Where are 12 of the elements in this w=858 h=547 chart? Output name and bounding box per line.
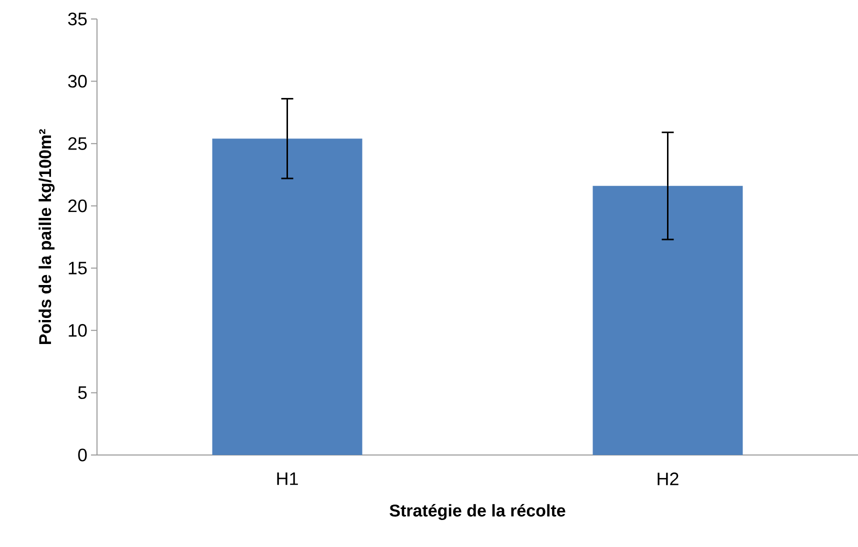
y-axis-title: Poids de la paille kg/100m² — [38, 129, 55, 344]
y-tick-label: 15 — [68, 262, 87, 274]
y-tick-label: 35 — [68, 12, 87, 26]
x-tick-label: H2 — [658, 472, 678, 486]
x-axis-title: Stratégie de la récolte — [390, 504, 566, 520]
y-tick-label: 10 — [68, 324, 87, 337]
y-tick-label: 0 — [78, 448, 87, 462]
y-tick-label: 25 — [68, 137, 87, 150]
y-tick-label: 30 — [68, 74, 87, 88]
x-tick-label: H1 — [277, 472, 298, 485]
y-tick-label: 5 — [78, 386, 87, 399]
y-tick-label: 20 — [68, 199, 87, 212]
